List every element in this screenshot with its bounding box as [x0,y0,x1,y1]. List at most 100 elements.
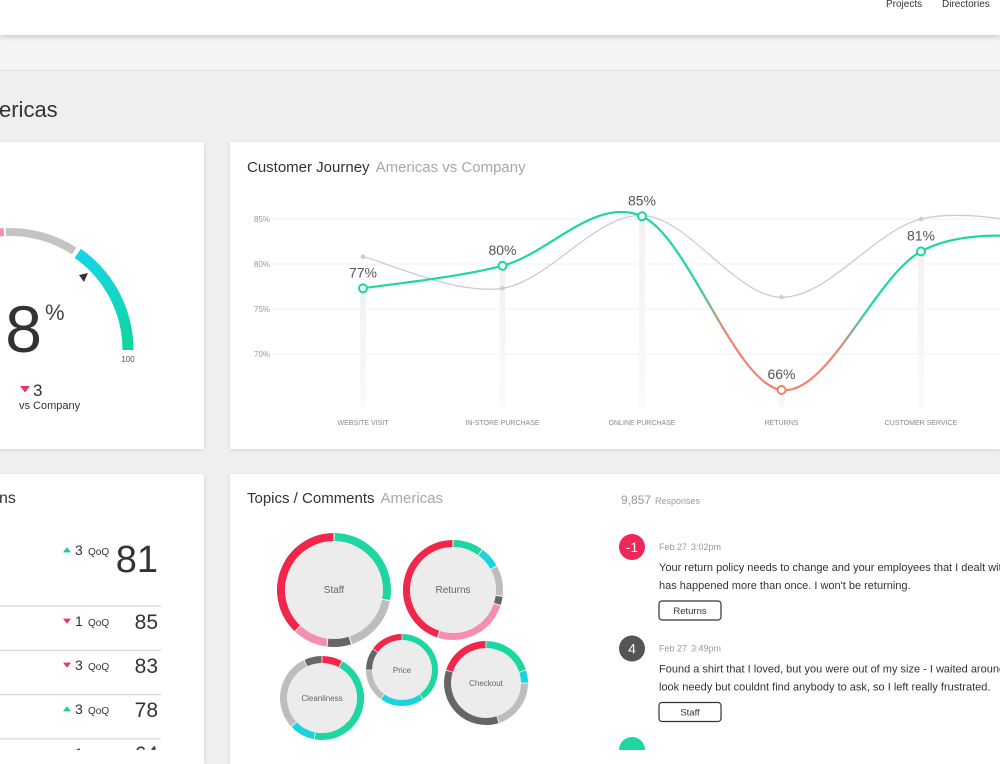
comment-time: 3:02pm [691,542,721,552]
topics-subtitle: Americas [381,490,444,507]
x-tick-label: ONLINE PURCHASE [609,420,676,427]
x-tick-label: CUSTOMER SERVICE [885,420,958,427]
bubble-segment [519,670,528,683]
score-value: 8 [5,292,42,366]
data-point [500,286,505,291]
bubble-segment [403,540,453,638]
comment-tag-button[interactable] [658,701,722,723]
row-period: QoQ [88,618,109,629]
comment-date: Feb 27 [659,644,687,654]
data-point [360,254,366,260]
bubble-segment [496,683,528,723]
point-bar [918,251,924,408]
data-label: 81% [907,227,935,243]
top-bar [0,0,1000,35]
change-arrow [63,662,71,668]
comment-tag-text[interactable]: Staff [680,708,700,719]
point-bar [360,288,366,408]
comment-time: 3:49pm [691,644,721,654]
row-score: 83 [135,655,158,678]
chart-subtitle: Americas vs Company [376,159,527,176]
bubble-segment [304,656,322,667]
bubble[interactable] [410,547,496,633]
bubble-segment [444,670,499,725]
series-line [362,210,1000,392]
bubble-segment [438,603,501,640]
comment-badge-text: -1 [626,539,639,555]
bubble[interactable] [451,648,521,718]
response-count: 9,857 Responses [621,493,701,507]
change-arrow [63,618,71,624]
point-bar [639,216,645,408]
data-point [918,216,924,222]
data-label: 77% [349,264,377,280]
comment-line: look needy but couldnt find anybody to a… [659,682,990,694]
gauge-arc [5,228,77,255]
chart-title: Customer Journey Americas vs Company [247,159,526,176]
series-line [362,214,1000,298]
chart-title-text: Customer Journey [247,159,370,176]
comment-tag-button[interactable] [658,600,722,621]
comment-date: Feb 27 [659,542,687,552]
bubble-label: Checkout [469,679,504,688]
bubble[interactable] [287,663,357,733]
bubble-segment [277,533,334,632]
bubble[interactable] [285,541,383,639]
bubble-segment [280,660,307,727]
data-label: 66% [767,366,795,382]
gauge-marker [79,273,88,282]
ranking-title: ns [0,490,16,507]
page-heading: ericas [0,97,58,122]
response-count-label: Responses [655,496,701,506]
row-score: 81 [116,539,158,581]
response-count-value: 9,857 [621,493,651,507]
bubble-label: Returns [435,585,470,596]
bubble-segment [366,649,378,670]
row-period: QoQ [88,706,109,717]
data-point [776,385,787,395]
bubble-segment [486,641,526,673]
y-tick-label: 75% [254,305,270,314]
data-point [497,260,508,271]
data-label: 80% [488,242,516,258]
score-change: 3 [33,381,42,400]
bubble-label: Cleanliness [301,694,342,703]
change-arrow [63,547,71,553]
bubble-segment [327,636,352,647]
x-tick-label: RETURNS [765,420,799,427]
data-point [358,283,368,294]
bubble-segment [322,656,342,668]
bubble-segment [334,533,391,601]
row-change: 1 [75,745,83,750]
ranking-card [0,474,204,764]
row-change: 3 [75,542,83,558]
y-tick-label: 85% [254,215,270,224]
point-bar [499,265,506,408]
comment-badge [619,635,645,662]
bubble-segment [490,566,503,596]
score-unit: % [45,300,65,325]
bubble-segment [453,540,482,556]
bubble-segment [295,625,328,647]
nav-link[interactable]: Projects [886,0,922,10]
journey-card [230,142,1000,449]
data-point [637,211,647,222]
bubble-label: Price [393,666,412,675]
bubble-segment [373,634,402,653]
row-score: 78 [135,699,158,722]
bubble-segment [366,670,385,699]
bubble-label: Staff [324,585,345,596]
topics-title-text: Topics / Comments [247,490,375,507]
topics-title: Topics / Comments Americas [247,490,443,507]
bubble-segment [478,549,497,570]
row-period: QoQ [88,662,109,673]
comment-tag-text[interactable]: Returns [673,606,707,617]
row-change: 3 [75,701,83,717]
score-change-label: vs Company [19,400,81,412]
nav-link[interactable]: Directories [942,0,990,10]
bubble[interactable] [372,640,432,700]
bubble-segment [381,694,423,706]
bubble-segment [402,634,438,699]
comment-badge [619,534,645,560]
